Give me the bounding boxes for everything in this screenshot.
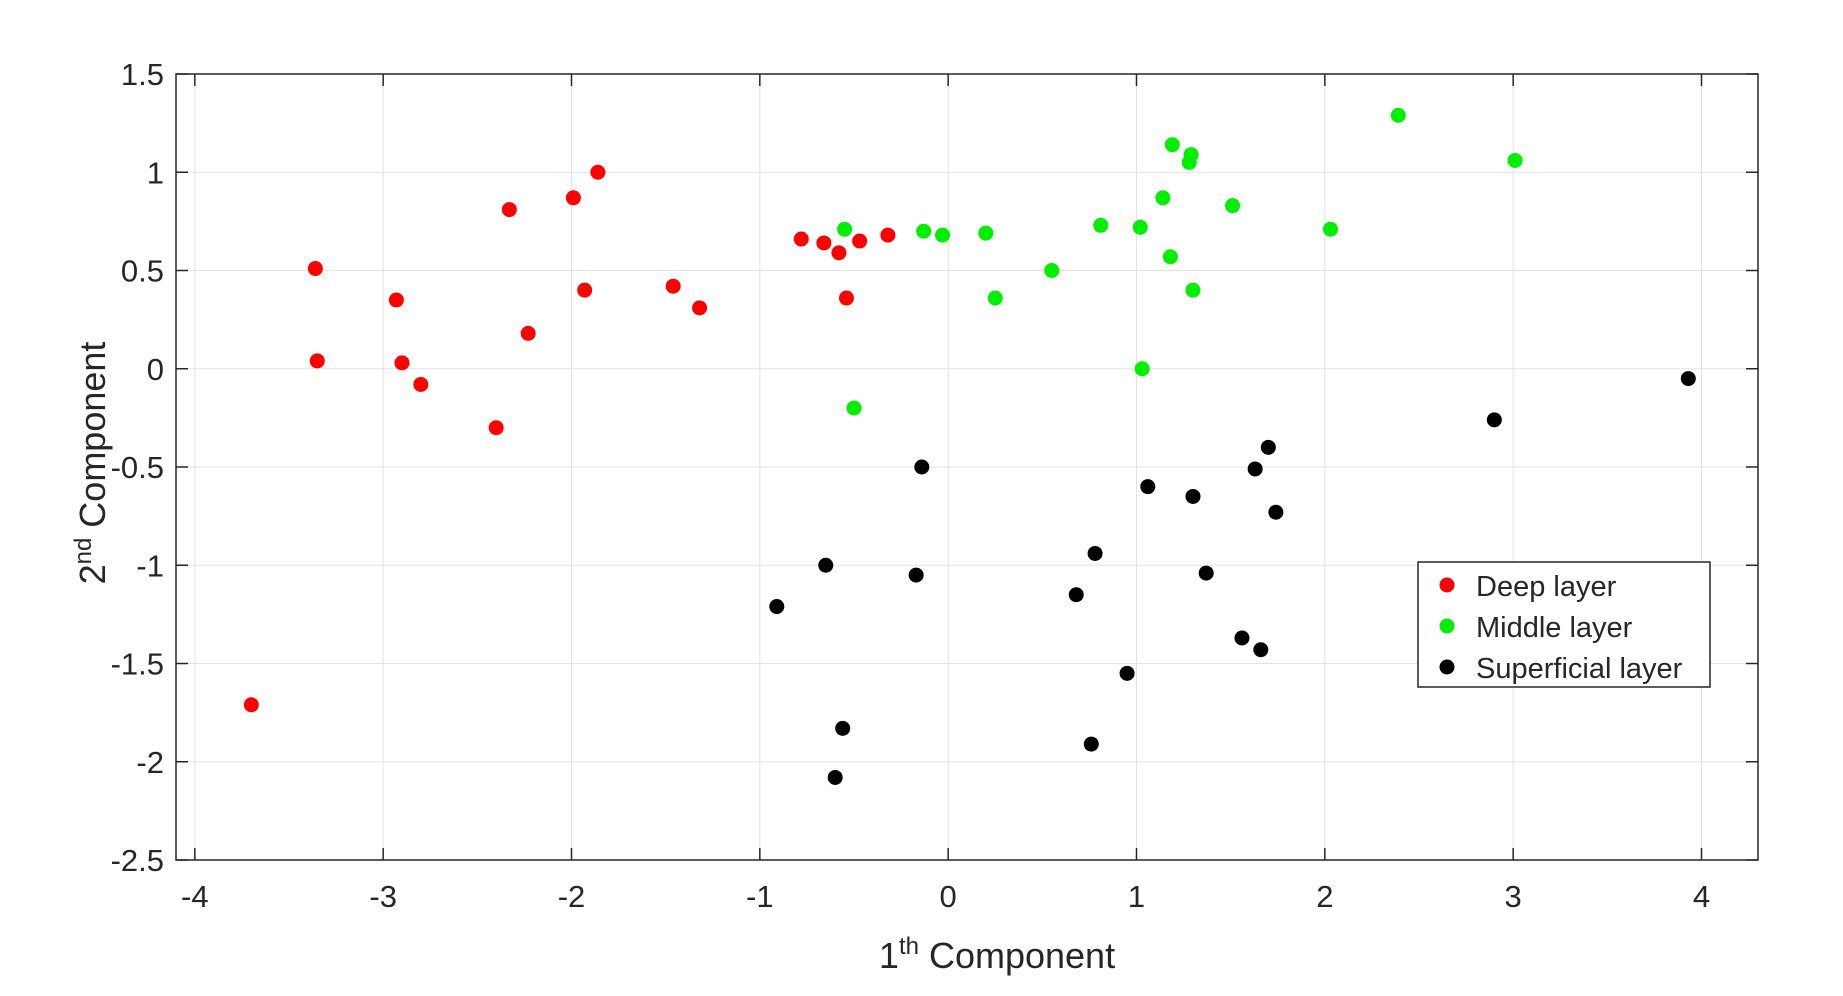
data-point xyxy=(394,355,410,371)
legend: Deep layer Middle layer Superficial layer xyxy=(1417,561,1711,688)
data-point xyxy=(837,221,853,237)
data-point xyxy=(1247,461,1263,477)
data-point xyxy=(818,557,834,573)
data-point xyxy=(565,190,581,206)
data-point xyxy=(978,225,994,241)
data-point xyxy=(1068,587,1084,603)
data-point xyxy=(1507,152,1523,168)
data-point xyxy=(908,567,924,583)
y-tick-label: 0.5 xyxy=(121,254,164,289)
legend-marker xyxy=(1439,618,1455,634)
data-point xyxy=(243,697,259,713)
y-tick-label: -0.5 xyxy=(111,450,164,485)
x-axis-label-superscript: th xyxy=(899,933,919,960)
data-point xyxy=(1119,665,1135,681)
grid-lines xyxy=(176,73,1758,861)
data-point xyxy=(935,227,951,243)
y-tick-label: -1 xyxy=(136,548,164,583)
data-point xyxy=(1134,361,1150,377)
tick-labels: -4 -3 -2 -1 0 1 2 3 4 1.5 1 0.5 0 -0.5 -1 -1.5 -2 -2.5 xyxy=(111,57,1711,914)
data-point xyxy=(846,400,862,416)
data-point xyxy=(1164,137,1180,153)
data-point xyxy=(838,290,854,306)
data-point xyxy=(1087,545,1103,561)
data-point xyxy=(1155,190,1171,206)
x-tick-label: 1 xyxy=(1128,879,1145,914)
data-point xyxy=(488,420,504,436)
data-point xyxy=(1132,219,1148,235)
legend-box xyxy=(1417,561,1711,688)
data-point xyxy=(769,599,785,615)
data-point xyxy=(1198,565,1214,581)
data-point xyxy=(307,261,323,277)
data-point xyxy=(1140,479,1156,495)
legend-label: Deep layer xyxy=(1476,571,1617,603)
data-point xyxy=(1680,371,1696,387)
y-axis-label-base: 2 xyxy=(72,564,113,584)
data-point xyxy=(916,223,932,239)
x-axis-label: 1th Component xyxy=(879,933,1115,976)
x-axis-label-base: 1 xyxy=(879,935,899,976)
legend-marker xyxy=(1439,577,1455,593)
y-tick-label: 1.5 xyxy=(121,57,164,92)
data-point xyxy=(1093,217,1109,233)
data-point xyxy=(1185,488,1201,504)
y-tick-label: -2 xyxy=(136,745,164,780)
data-point xyxy=(793,231,809,247)
x-tick-label: -2 xyxy=(558,879,586,914)
x-axis-label-rest: Component xyxy=(919,935,1115,976)
data-point xyxy=(1162,249,1178,265)
y-axis-label-rest: Component xyxy=(72,342,113,538)
data-point xyxy=(827,769,843,785)
y-tick-label: 1 xyxy=(147,155,164,190)
data-point xyxy=(1253,642,1269,658)
data-point xyxy=(835,720,851,736)
x-tick-label: 2 xyxy=(1316,879,1333,914)
axes xyxy=(175,73,1759,861)
x-tick-label: -4 xyxy=(181,879,209,914)
data-point xyxy=(520,325,536,341)
x-tick-label: -1 xyxy=(746,879,774,914)
data-point xyxy=(501,202,517,218)
data-point xyxy=(852,233,868,249)
y-axis-label-superscript: nd xyxy=(70,538,97,565)
y-tick-label: 0 xyxy=(147,352,164,387)
data-point xyxy=(413,376,429,392)
data-point xyxy=(1183,147,1199,163)
data-point xyxy=(880,227,896,243)
x-tick-label: 3 xyxy=(1505,879,1522,914)
x-tick-label: -3 xyxy=(369,879,397,914)
data-point xyxy=(1268,504,1284,520)
data-point xyxy=(816,235,832,251)
data-point xyxy=(1234,630,1250,646)
data-point xyxy=(1044,263,1060,278)
y-tick-label: -1.5 xyxy=(111,647,164,682)
data-point xyxy=(590,164,606,180)
data-point xyxy=(1083,736,1099,752)
data-point xyxy=(692,300,708,316)
data-point xyxy=(914,459,930,475)
data-point xyxy=(987,290,1003,306)
data-point xyxy=(1260,439,1276,455)
data-point xyxy=(1322,221,1338,237)
y-axis-label: 2nd Component xyxy=(70,342,113,585)
legend-marker xyxy=(1439,659,1455,675)
legend-label: Superficial layer xyxy=(1476,653,1683,685)
legend-label: Middle layer xyxy=(1476,612,1633,644)
y-tick-label: -2.5 xyxy=(111,843,164,878)
data-point xyxy=(309,353,325,369)
data-point xyxy=(1185,282,1201,298)
data-point xyxy=(1486,412,1502,428)
x-tick-label: 4 xyxy=(1693,879,1710,914)
data-point xyxy=(1390,107,1406,123)
data-point xyxy=(577,282,593,298)
x-tick-label: 0 xyxy=(940,879,957,914)
data-point xyxy=(831,245,847,261)
data-points xyxy=(243,107,1696,785)
data-point xyxy=(388,292,404,308)
data-point xyxy=(1225,198,1241,214)
data-point xyxy=(665,278,681,294)
